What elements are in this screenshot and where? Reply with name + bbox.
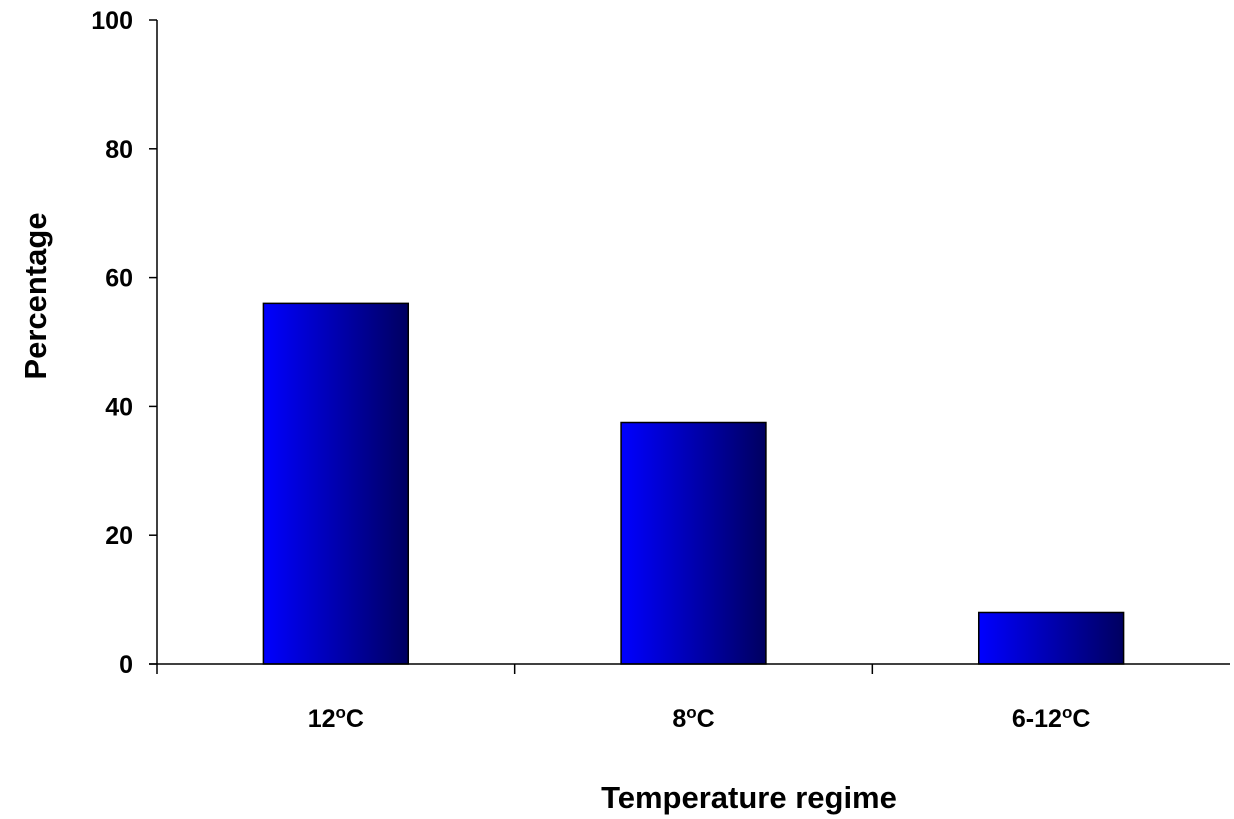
axes-layer: [149, 19, 1230, 674]
y-tick-label: 40: [105, 393, 133, 421]
x-axis-title: Temperature regime: [601, 780, 897, 815]
x-tick-label: 6-12oC: [1012, 703, 1091, 733]
y-tick-label: 20: [105, 522, 133, 550]
bar-6-12: [977, 611, 1125, 665]
x-tick-label: 12oC: [308, 703, 364, 733]
y-tick-label: 100: [91, 7, 133, 35]
bar-12: [262, 302, 410, 665]
bars-layer: [262, 302, 1125, 665]
x-tick-label: 8oC: [672, 703, 714, 733]
y-tick-label: 80: [105, 136, 133, 164]
bar-8: [620, 421, 767, 665]
y-axis-title: Percentage: [18, 212, 53, 379]
y-tick-label: 0: [119, 651, 133, 679]
labels-layer: 0 20 40 60 80 100 12oC 8oC 6-12oC: [91, 7, 1090, 733]
y-tick-label: 60: [105, 265, 133, 293]
